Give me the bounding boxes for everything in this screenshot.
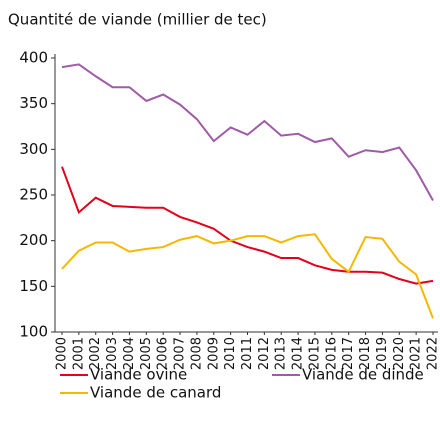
x-tick-label: 2020	[392, 337, 407, 370]
series-line	[61, 233, 434, 319]
y-tick-label: 250	[19, 186, 48, 204]
x-tick-label: 2007	[173, 337, 188, 370]
x-tick-label: 2014	[291, 337, 306, 370]
y-tick-label: 200	[19, 231, 48, 249]
x-tick-label: 2006	[156, 337, 171, 370]
legend-label: Viande de canard	[90, 384, 221, 402]
x-tick-label: 2015	[307, 337, 322, 370]
x-tick-label: 2019	[375, 337, 390, 370]
x-tick-label: 2010	[223, 337, 238, 370]
y-tick-label: 400	[19, 49, 48, 67]
x-tick-label: 2018	[358, 337, 373, 370]
x-tick-label: 2017	[341, 337, 356, 370]
x-tick-label: 2009	[206, 337, 221, 370]
x-tick-label: 2021	[409, 337, 424, 370]
x-tick-label: 2000	[55, 337, 70, 370]
x-tick-label: 2012	[257, 337, 272, 370]
y-tick-label: 150	[19, 277, 48, 295]
legend: Viande ovine Viande de dinde Viande de can…	[60, 366, 424, 402]
legend-label: Viande ovine	[90, 366, 187, 384]
x-tick-label: 2003	[105, 337, 120, 370]
x-tick-label: 2013	[274, 337, 289, 370]
x-tick-label: 2016	[324, 337, 339, 370]
x-tick-label: 2008	[189, 337, 204, 370]
x-tick-label: 2001	[71, 337, 86, 370]
chart-title: Quantité de viande (millier de tec)	[8, 11, 267, 29]
x-tick-label: 2022	[426, 337, 440, 370]
x-tick-label: 2005	[139, 337, 154, 370]
x-tick-label: 2011	[240, 337, 255, 370]
legend-label: Viande de dinde	[302, 366, 424, 384]
y-tick-label: 300	[19, 140, 48, 158]
series-line	[61, 166, 434, 285]
x-tick-label: 2004	[122, 337, 137, 370]
y-tick-label: 100	[19, 323, 48, 341]
series-line	[61, 63, 434, 201]
y-tick-label: 350	[19, 94, 48, 112]
x-tick-label: 2002	[88, 337, 103, 370]
